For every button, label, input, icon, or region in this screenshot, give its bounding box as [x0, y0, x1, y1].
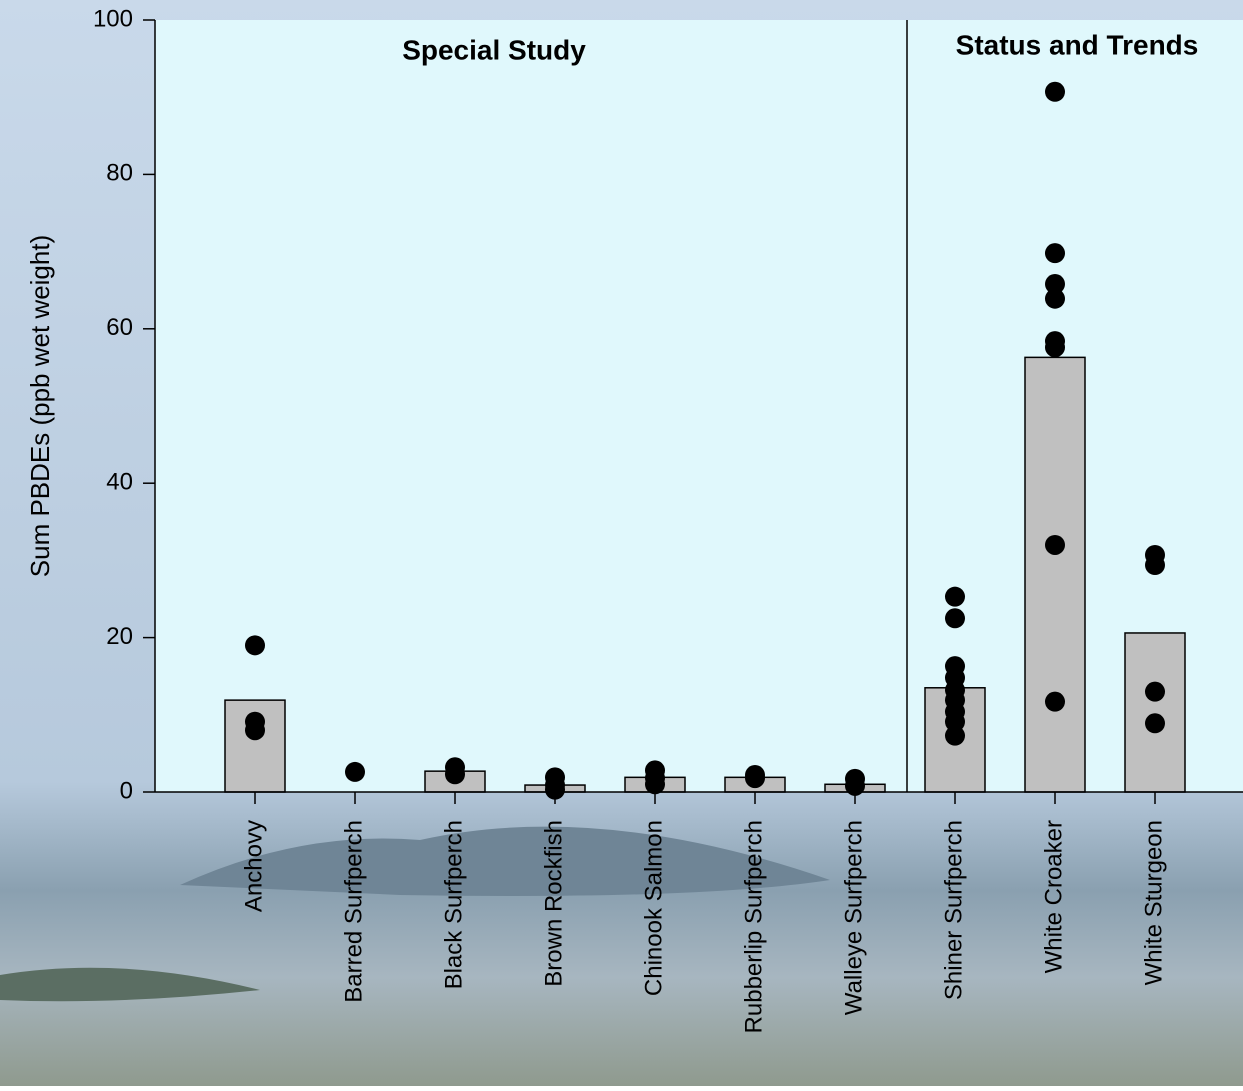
annotation: Special Study	[402, 34, 586, 65]
y-tick-label: 80	[106, 160, 133, 187]
x-tick-label: Rubberlip Surfperch	[740, 820, 767, 1033]
data-point	[645, 774, 665, 795]
data-point	[945, 586, 965, 607]
y-tick-label: 0	[120, 777, 133, 804]
data-point	[245, 635, 265, 656]
annotation: Status and Trends	[956, 29, 1199, 60]
x-tick-label: Barred Surfperch	[340, 820, 367, 1003]
y-axis-label: Sum PBDEs (ppb wet weight)	[25, 235, 55, 577]
data-point	[845, 775, 865, 796]
data-point	[1045, 691, 1065, 712]
data-point	[1045, 274, 1065, 295]
y-tick-label: 40	[106, 469, 133, 496]
x-tick-label: Walleye Surfperch	[840, 820, 867, 1015]
data-point	[1045, 288, 1065, 309]
data-point	[745, 768, 765, 789]
data-point	[1145, 713, 1165, 734]
data-point	[1045, 337, 1065, 358]
data-point	[945, 608, 965, 629]
x-tick-label: Shiner Surfperch	[940, 820, 967, 1000]
data-point	[1045, 243, 1065, 264]
y-tick-label: 100	[93, 5, 133, 32]
x-tick-label: Black Surfperch	[440, 820, 467, 989]
data-point	[445, 764, 465, 785]
x-tick-label: Anchovy	[240, 820, 267, 912]
data-point	[1145, 555, 1165, 576]
x-tick-label: Brown Rockfish	[540, 820, 567, 987]
data-point	[945, 711, 965, 732]
data-point	[545, 779, 565, 800]
y-tick-label: 60	[106, 314, 133, 341]
data-point	[345, 761, 365, 782]
hill	[0, 967, 260, 1002]
data-point	[1045, 534, 1065, 555]
y-tick-label: 20	[106, 623, 133, 650]
data-point	[245, 720, 265, 741]
bar	[1024, 356, 1086, 793]
x-tick-label: White Croaker	[1040, 820, 1067, 973]
data-point	[1045, 81, 1065, 102]
data-point	[945, 725, 965, 746]
hill	[180, 826, 830, 896]
x-tick-label: White Sturgeon	[1140, 820, 1167, 985]
data-point	[1145, 681, 1165, 702]
bar	[1124, 632, 1186, 793]
x-tick-label: Chinook Salmon	[640, 820, 667, 996]
